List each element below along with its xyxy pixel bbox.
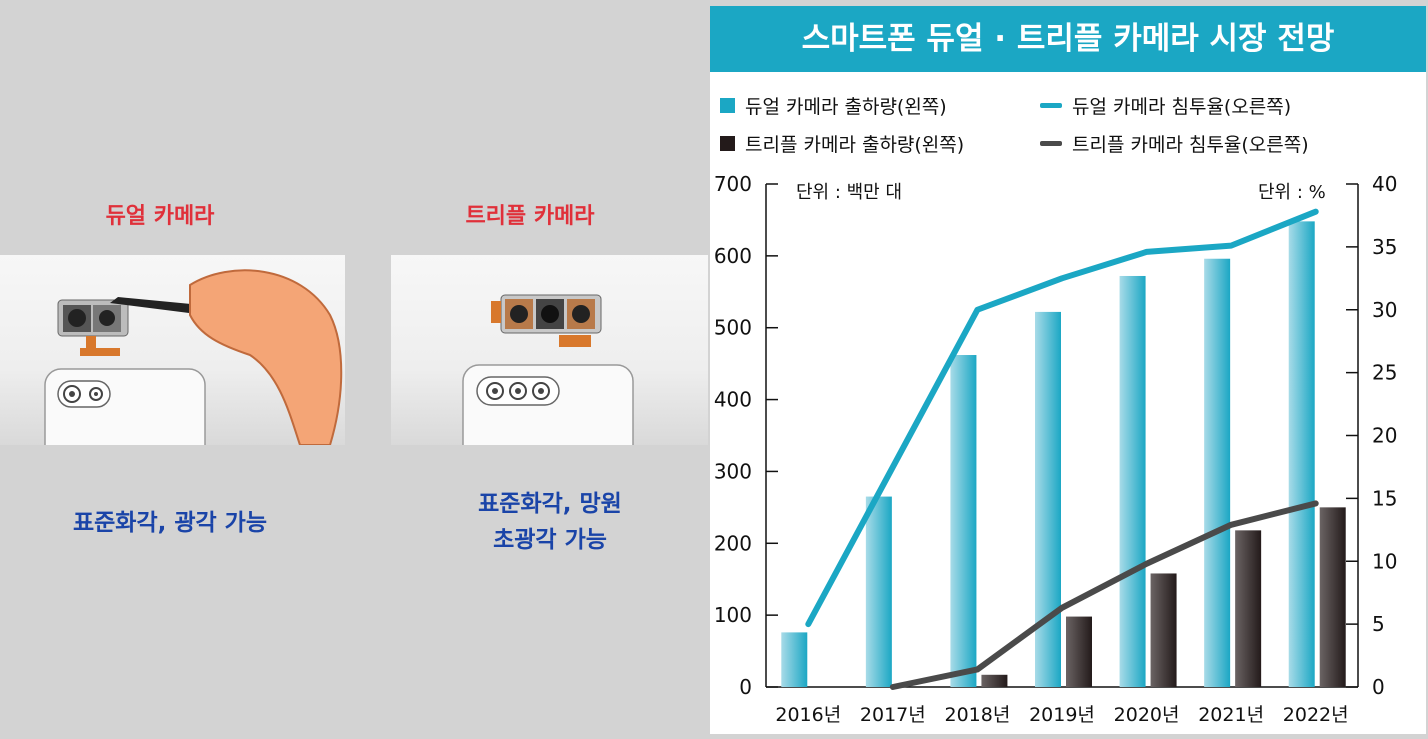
left-unit-label: 단위 : 백만 대 [796, 182, 903, 203]
chart-panel: 스마트폰 듀얼 · 트리플 카메라 시장 전망 듀얼 카메라 출하량(왼쪽) 트… [710, 6, 1426, 734]
bar-dual-2020년 [1119, 275, 1146, 687]
x-tick-label: 2021년 [1198, 704, 1264, 726]
dual-desc-line-1: 표준화각, 광각 가능 [72, 510, 268, 536]
x-tick-label: 2020년 [1114, 704, 1180, 726]
dual-camera-illustration [0, 255, 345, 445]
bar-triple-2021년 [1235, 530, 1262, 687]
chart-title: 스마트폰 듀얼 · 트리플 카메라 시장 전망 [710, 6, 1426, 72]
right-tick-label: 15 [1372, 486, 1397, 510]
left-tick-label: 100 [714, 603, 752, 627]
left-tick-label: 300 [714, 459, 752, 483]
dual-camera-desc: 표준화각, 광각 가능 [20, 505, 320, 541]
right-tick-label: 30 [1372, 298, 1397, 322]
bar-dual-2021년 [1204, 258, 1231, 687]
triple-desc-line-1: 표준화각, 망원 [478, 491, 622, 517]
bar-triple-2022년 [1319, 507, 1346, 687]
triple-camera-illustration [391, 255, 708, 445]
right-tick-label: 5 [1372, 612, 1385, 636]
x-tick-label: 2016년 [775, 704, 841, 726]
dual-camera-label: 듀얼 카메라 [105, 204, 215, 229]
bar-dual-2022년 [1288, 221, 1315, 687]
right-tick-label: 35 [1372, 235, 1397, 259]
bar-triple-2018년 [981, 674, 1008, 687]
legend-swatch [1040, 103, 1062, 108]
line-triple-penetration [889, 500, 1319, 690]
bar-dual-2019년 [1035, 311, 1061, 687]
legend-swatch [1040, 141, 1062, 146]
left-tick-label: 400 [714, 388, 752, 412]
legend-dual-penetration: 듀얼 카메라 침투율(오른쪽) [1040, 92, 1291, 119]
left-tick-label: 700 [714, 172, 752, 196]
left-tick-label: 500 [714, 316, 752, 340]
x-tick-label: 2018년 [945, 704, 1011, 726]
triple-camera-label: 트리플 카메라 [465, 204, 595, 229]
legend-label: 듀얼 카메라 출하량(왼쪽) [745, 96, 947, 118]
legend-swatch [720, 98, 735, 113]
legend-dual-shipments: 듀얼 카메라 출하량(왼쪽) [720, 92, 947, 119]
legend-label: 듀얼 카메라 침투율(오른쪽) [1072, 96, 1292, 118]
bar-triple-2019년 [1066, 616, 1092, 687]
right-tick-label: 40 [1372, 172, 1397, 196]
right-unit-label: 단위 : % [1258, 182, 1326, 203]
triple-camera-desc: 표준화각, 망원 초광각 가능 [400, 486, 700, 558]
left-tick-label: 600 [714, 244, 752, 268]
bar-dual-2018년 [950, 355, 977, 687]
legend-triple-penetration: 트리플 카메라 침투율(오른쪽) [1040, 130, 1309, 157]
x-tick-label: 2017년 [860, 704, 926, 726]
x-tick-label: 2019년 [1029, 704, 1095, 726]
legend-label: 트리플 카메라 출하량(왼쪽) [745, 134, 965, 156]
chart-plot: 0 100 200 300 400 500 600 700 0 5 10 15 20 25 30 35 40 20… [714, 172, 1398, 726]
right-tick-label: 10 [1372, 549, 1397, 573]
line-dual-penetration [805, 208, 1319, 628]
right-tick-label: 0 [1372, 675, 1385, 699]
x-tick-label: 2022년 [1283, 704, 1349, 726]
legend-triple-shipments: 트리플 카메라 출하량(왼쪽) [720, 130, 964, 157]
left-tick-label: 200 [714, 531, 752, 555]
bar-dual-2016년 [781, 632, 808, 687]
legend-swatch [720, 136, 735, 151]
bar-dual-2017년 [865, 496, 892, 687]
right-tick-label: 25 [1372, 361, 1397, 385]
legend-label: 트리플 카메라 침투율(오른쪽) [1072, 134, 1309, 156]
bar-triple-2020년 [1150, 573, 1177, 687]
left-tick-label: 0 [739, 675, 752, 699]
right-tick-label: 20 [1372, 424, 1397, 448]
triple-desc-line-2: 초광각 가능 [493, 527, 607, 553]
